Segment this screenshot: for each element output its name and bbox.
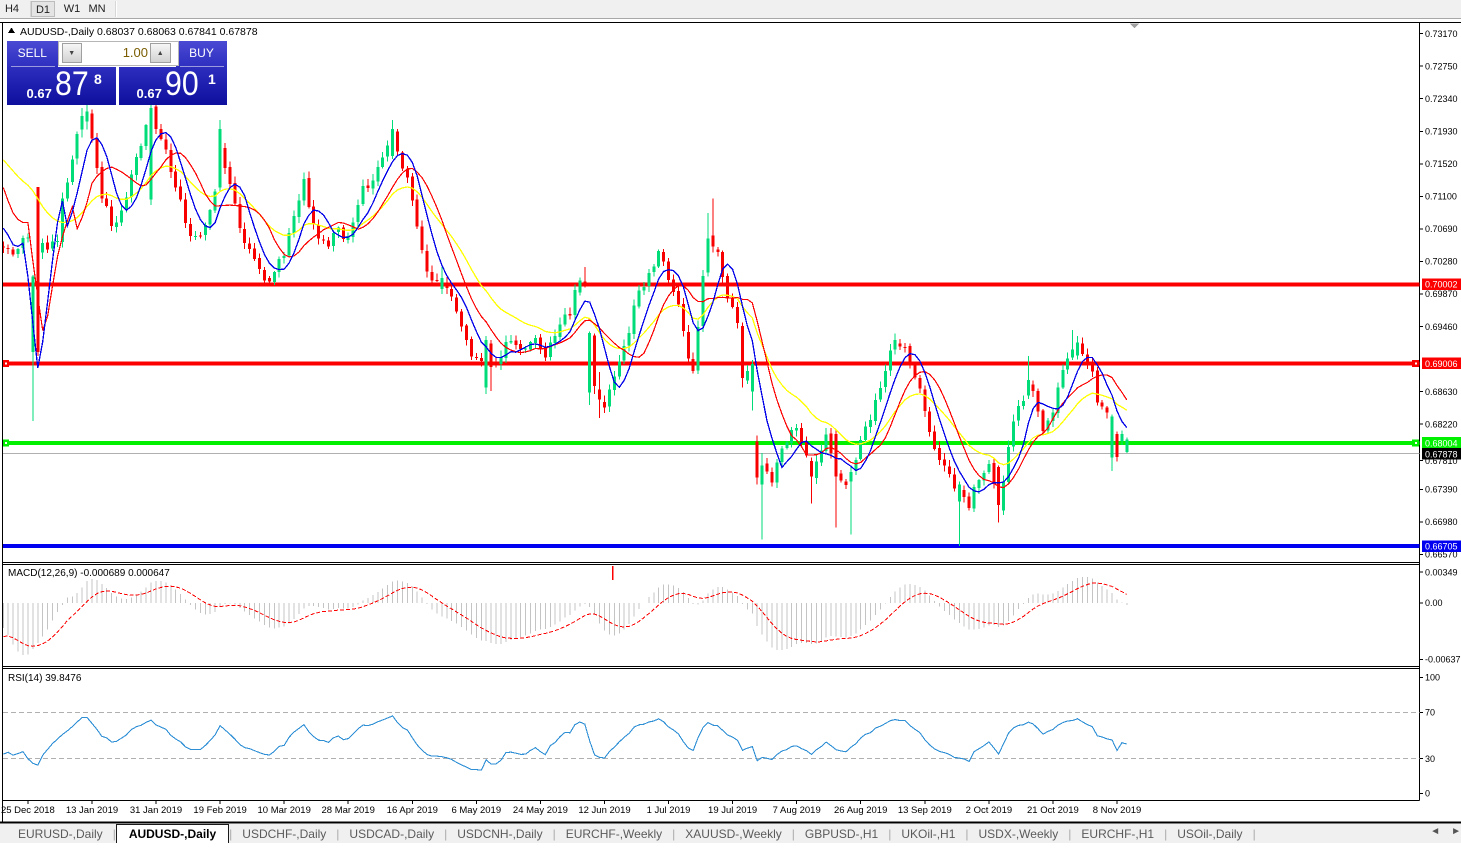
svg-text:0: 0 (1425, 789, 1430, 799)
svg-text:0.70280: 0.70280 (1425, 257, 1458, 267)
svg-text:30: 30 (1425, 754, 1435, 764)
svg-text:0.69460: 0.69460 (1425, 322, 1458, 332)
svg-text:RSI(14) 39.8476: RSI(14) 39.8476 (8, 673, 82, 684)
svg-text:31 Jan 2019: 31 Jan 2019 (130, 805, 182, 816)
svg-text:19 Jul 2019: 19 Jul 2019 (708, 805, 757, 816)
svg-text:0.73170: 0.73170 (1425, 29, 1458, 39)
svg-text:0.71520: 0.71520 (1425, 159, 1458, 169)
svg-text:8 Nov 2019: 8 Nov 2019 (1093, 805, 1142, 816)
svg-text:0.66570: 0.66570 (1425, 550, 1458, 560)
svg-text:MACD(12,26,9) -0.000689 0.0006: MACD(12,26,9) -0.000689 0.000647 (8, 568, 170, 579)
svg-text:16 Apr 2019: 16 Apr 2019 (387, 805, 438, 816)
svg-text:-0.00637: -0.00637 (1425, 655, 1461, 665)
svg-text:0.68004: 0.68004 (1425, 438, 1458, 448)
svg-text:24 May 2019: 24 May 2019 (513, 805, 568, 816)
svg-text:0.67810: 0.67810 (1425, 456, 1458, 466)
svg-text:28 Mar 2019: 28 Mar 2019 (322, 805, 375, 816)
svg-text:2 Oct 2019: 2 Oct 2019 (966, 805, 1012, 816)
svg-text:0.67390: 0.67390 (1425, 485, 1458, 495)
svg-text:0.70690: 0.70690 (1425, 224, 1458, 234)
svg-text:70: 70 (1425, 708, 1435, 718)
svg-text:0.72750: 0.72750 (1425, 61, 1458, 71)
svg-text:100: 100 (1425, 673, 1440, 683)
svg-text:25 Dec 2018: 25 Dec 2018 (1, 805, 55, 816)
svg-text:0.70002: 0.70002 (1425, 280, 1458, 290)
svg-text:12 Jun 2019: 12 Jun 2019 (578, 805, 630, 816)
svg-text:7 Aug 2019: 7 Aug 2019 (773, 805, 821, 816)
svg-text:13 Jan 2019: 13 Jan 2019 (66, 805, 118, 816)
svg-text:0.00349: 0.00349 (1425, 567, 1458, 577)
svg-text:0.68630: 0.68630 (1425, 387, 1458, 397)
svg-text:0.66705: 0.66705 (1425, 542, 1458, 552)
svg-text:0.67878: 0.67878 (1425, 449, 1458, 459)
svg-text:21 Oct 2019: 21 Oct 2019 (1027, 805, 1079, 816)
svg-text:10 Mar 2019: 10 Mar 2019 (258, 805, 311, 816)
svg-text:0.69006: 0.69006 (1425, 359, 1458, 369)
svg-text:0.69870: 0.69870 (1425, 289, 1458, 299)
svg-text:13 Sep 2019: 13 Sep 2019 (898, 805, 952, 816)
svg-text:1 Jul 2019: 1 Jul 2019 (647, 805, 691, 816)
svg-text:0.68220: 0.68220 (1425, 419, 1458, 429)
svg-text:26 Aug 2019: 26 Aug 2019 (834, 805, 887, 816)
svg-text:0.66980: 0.66980 (1425, 517, 1458, 527)
svg-text:19 Feb 2019: 19 Feb 2019 (193, 805, 246, 816)
svg-text:0.72340: 0.72340 (1425, 94, 1458, 104)
svg-text:0.71930: 0.71930 (1425, 127, 1458, 137)
svg-text:0.00: 0.00 (1425, 598, 1443, 608)
svg-text:6 May 2019: 6 May 2019 (451, 805, 501, 816)
svg-text:0.71100: 0.71100 (1425, 192, 1457, 202)
svg-text:AUDUSD-,Daily 0.68037 0.68063: AUDUSD-,Daily 0.68037 0.68063 0.67841 0.… (20, 26, 258, 38)
